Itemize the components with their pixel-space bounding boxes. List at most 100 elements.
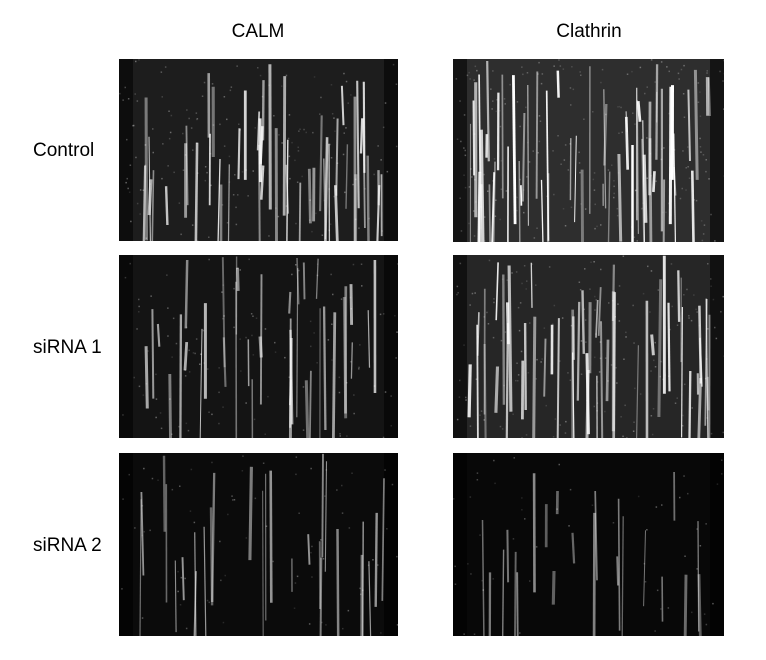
kymograph-speckle	[633, 421, 635, 423]
kymograph-edge	[384, 453, 398, 636]
kymograph-speckle	[560, 163, 562, 165]
kymograph-speckle	[211, 413, 213, 416]
kymograph-track	[168, 373, 172, 438]
kymograph-track	[571, 532, 576, 564]
kymograph-speckle	[195, 112, 198, 114]
kymograph-speckle	[532, 150, 534, 152]
kymograph-speckle	[295, 264, 297, 266]
kymograph-speckle	[642, 202, 644, 204]
kymograph-speckle	[492, 70, 494, 72]
kymograph-speckle	[594, 309, 596, 311]
kymograph-track	[502, 549, 505, 636]
kymograph-speckle	[465, 396, 467, 399]
kymograph-speckle	[264, 328, 267, 330]
kymograph-speckle	[302, 386, 305, 388]
kymograph-speckle	[377, 145, 379, 147]
kymograph-speckle	[633, 236, 636, 238]
kymograph-speckle	[384, 469, 386, 471]
kymograph-track	[478, 74, 481, 174]
kymograph-speckle	[526, 176, 528, 178]
kymograph-speckle	[641, 207, 643, 210]
kymograph-speckle	[467, 563, 469, 565]
kymograph-track	[307, 534, 311, 565]
kymograph-speckle	[184, 577, 186, 580]
kymograph-speckle	[220, 579, 222, 582]
kymograph-speckle	[347, 609, 350, 612]
kymograph-speckle	[618, 285, 621, 287]
kymograph-speckle	[494, 215, 497, 217]
kymograph-speckle	[522, 73, 524, 76]
kymograph-track	[687, 89, 691, 162]
kymograph-speckle	[126, 138, 128, 141]
kymograph-speckle	[211, 461, 213, 464]
kymograph-speckle	[235, 223, 238, 226]
kymograph-speckle	[625, 331, 627, 334]
kymograph-track	[697, 574, 702, 636]
kymograph-track	[492, 161, 496, 242]
kymograph-speckle	[219, 540, 221, 543]
kymograph-speckle	[519, 178, 521, 181]
kymograph-speckle	[719, 70, 721, 73]
kymograph-speckle	[348, 527, 351, 529]
kymograph-speckle	[340, 298, 343, 300]
kymograph-speckle	[253, 418, 256, 421]
kymograph-speckle	[683, 116, 686, 118]
kymograph-speckle	[302, 429, 305, 431]
kymograph-speckle	[699, 115, 702, 117]
kymograph-speckle	[699, 146, 702, 148]
kymograph-speckle	[696, 528, 698, 530]
kymograph-speckle	[584, 208, 587, 210]
kymograph-track	[543, 338, 547, 397]
kymograph-speckle	[240, 370, 242, 372]
kymograph-speckle	[558, 59, 560, 61]
kymograph-track	[144, 346, 149, 409]
kymograph-speckle	[358, 368, 360, 370]
kymograph-speckle	[499, 110, 501, 112]
kymograph-speckle	[483, 316, 485, 318]
kymograph-speckle	[251, 334, 253, 337]
kymograph-track	[705, 298, 709, 438]
kymograph-speckle	[352, 183, 354, 186]
kymograph-speckle	[138, 305, 140, 308]
kymograph-track	[673, 166, 677, 196]
kymograph-speckle	[584, 319, 587, 321]
kymograph-speckle	[620, 106, 622, 109]
kymograph-track	[479, 129, 485, 242]
kymograph-speckle	[382, 436, 385, 438]
kymograph-background	[119, 453, 398, 636]
kymograph-track	[605, 339, 610, 402]
kymograph-speckle	[193, 521, 196, 524]
kymograph-speckle	[666, 66, 668, 68]
kymograph-speckle	[466, 74, 469, 77]
kymograph-track	[269, 470, 273, 603]
kymograph-speckle	[390, 425, 392, 427]
kymograph-speckle	[691, 611, 693, 614]
kymograph-track	[237, 128, 241, 180]
kymograph-speckle	[202, 329, 205, 332]
kymograph-track	[641, 138, 645, 242]
kymograph-speckle	[500, 339, 503, 342]
kymograph-speckle	[517, 374, 520, 376]
kymograph-speckle	[196, 118, 198, 121]
kymograph-speckle	[359, 344, 361, 346]
kymograph-speckle	[235, 206, 237, 209]
kymograph-speckle	[155, 398, 158, 400]
kymograph-track	[514, 551, 517, 636]
kymograph-speckle	[468, 186, 471, 188]
kymograph-speckle	[685, 189, 687, 191]
kymograph-speckle	[395, 357, 397, 359]
kymograph-speckle	[310, 467, 312, 470]
kymograph-speckle	[245, 336, 247, 339]
kymograph-speckle	[572, 88, 575, 91]
kymograph-speckle	[200, 353, 202, 355]
kymograph-track	[288, 291, 292, 314]
kymograph-speckle	[122, 99, 124, 101]
kymograph-speckle	[135, 156, 137, 159]
kymograph-speckle	[291, 273, 293, 276]
kymograph-speckle	[296, 575, 299, 578]
kymograph-speckle	[600, 268, 602, 271]
kymograph-speckle	[468, 222, 470, 225]
kymograph-speckle	[700, 220, 703, 222]
kymograph-speckle	[493, 158, 496, 160]
kymograph-speckle	[257, 67, 259, 69]
